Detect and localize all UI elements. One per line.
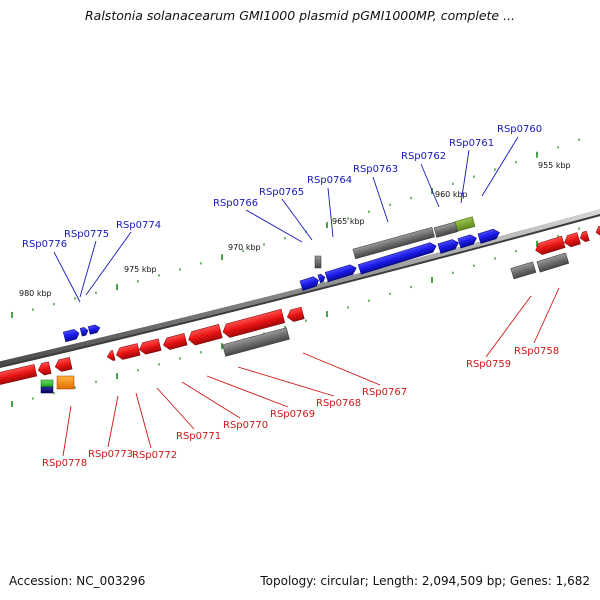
reverse-strand-genes bbox=[0, 224, 600, 387]
accession-text: Accession: NC_003296 bbox=[9, 574, 146, 588]
gene-RSp0774 bbox=[87, 324, 101, 335]
gene-label: RSp0766 bbox=[213, 198, 258, 209]
topology-text: Topology: circular; Length: 2,094,509 bp… bbox=[260, 574, 590, 588]
gene-label: RSp0765 bbox=[259, 187, 304, 198]
kbp-label: 975 kbp bbox=[124, 265, 157, 274]
outer-tick-row bbox=[11, 138, 580, 318]
gene-label: RSp0773 bbox=[88, 449, 133, 460]
bottom-leader-lines bbox=[62, 287, 560, 457]
plasmid-backbone bbox=[0, 209, 600, 369]
gene-label: RSp0762 bbox=[401, 151, 446, 162]
gene-RSp0773 bbox=[106, 350, 116, 361]
gene-label: RSp0767 bbox=[362, 387, 407, 398]
gene-RSp0778 bbox=[0, 364, 38, 387]
gene-RSp0775 bbox=[79, 327, 89, 337]
top-leader-lines bbox=[53, 136, 519, 303]
small-gene-markers bbox=[40, 375, 75, 394]
gene-label: RSp0768 bbox=[316, 398, 361, 409]
bottom-gray-elements bbox=[222, 252, 570, 357]
gene-label: RSp0771 bbox=[176, 431, 221, 442]
kbp-scale-labels: 980 kbp 975 kbp 970 kbp 965 kbp 960 kbp … bbox=[19, 161, 571, 298]
gene-RSp0765 bbox=[317, 273, 326, 284]
gene-label: RSp0778 bbox=[42, 458, 87, 469]
gene-RSp0768 bbox=[222, 308, 286, 338]
gene-RSp0761 bbox=[457, 234, 477, 249]
gene-label: RSp0764 bbox=[307, 175, 352, 186]
gene-RSp0763 bbox=[357, 242, 437, 275]
kbp-label: 960 kbp bbox=[435, 190, 468, 199]
gene-RSp0764 bbox=[324, 264, 357, 283]
kbp-label: 980 kbp bbox=[19, 289, 52, 298]
bottom-gene-labels: RSp0778 RSp0773 RSp0772 RSp0771 RSp0770 … bbox=[42, 346, 559, 469]
gene-label: RSp0769 bbox=[270, 409, 315, 420]
map-title: Ralstonia solanacearum GMI1000 plasmid p… bbox=[84, 8, 516, 23]
kbp-label: 965 kbp bbox=[332, 217, 365, 226]
gene-RSp0766 bbox=[299, 276, 319, 291]
forward-strand-genes bbox=[62, 228, 500, 343]
gene-RSp0769 bbox=[188, 324, 223, 346]
kbp-label: 970 kbp bbox=[228, 243, 261, 252]
gene-RSp0771 bbox=[139, 338, 162, 355]
top-gene-labels: RSp0776 RSp0775 RSp0774 RSp0766 RSp0765 … bbox=[22, 124, 542, 250]
gene-RSp0760 bbox=[477, 228, 500, 244]
gene-label: RSp0761 bbox=[449, 138, 494, 149]
gene-label: RSp0759 bbox=[466, 359, 511, 370]
gene-label: RSp0760 bbox=[497, 124, 542, 135]
gene-label: RSp0774 bbox=[116, 220, 161, 231]
gene-label: RSp0775 bbox=[64, 229, 109, 240]
gene-olive bbox=[454, 216, 476, 232]
gene-RSp0770 bbox=[163, 333, 188, 350]
gene-RSp0776 bbox=[62, 329, 80, 343]
gene-label: RSp0763 bbox=[353, 164, 398, 175]
gene-label: RSp0758 bbox=[514, 346, 559, 357]
top-gray-elements bbox=[314, 216, 476, 269]
gene-RSp0772 bbox=[116, 343, 141, 360]
gene-RSp0767 bbox=[286, 306, 305, 322]
gene-label: RSp0776 bbox=[22, 239, 67, 250]
kbp-label: 955 kbp bbox=[538, 161, 571, 170]
gene-RSp0759 bbox=[535, 235, 566, 255]
gene-RSp0762 bbox=[437, 239, 459, 254]
gene-label: RSp0772 bbox=[132, 450, 177, 461]
gene-label: RSp0770 bbox=[223, 420, 268, 431]
